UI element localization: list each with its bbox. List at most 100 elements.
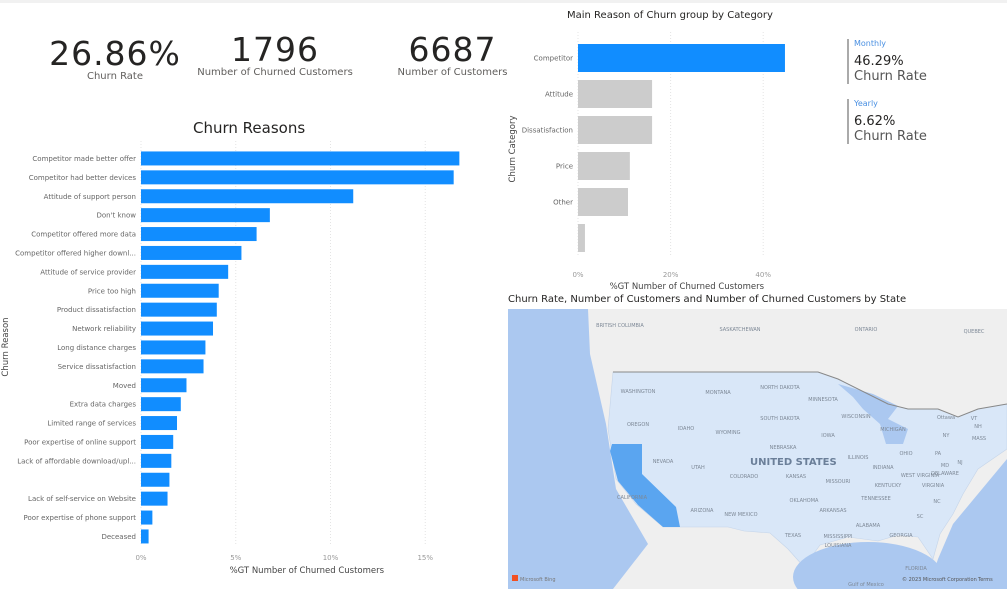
map-label: MISSOURI: [826, 479, 851, 485]
state-california[interactable]: [610, 444, 680, 527]
map-label: NJ: [957, 460, 962, 466]
map-label: ARIZONA: [691, 508, 714, 514]
churn-reasons-chart: 0% 5% 10% 15% Competitor made better offer Co…: [1, 141, 460, 576]
kpi-label: Churn Rate: [86, 71, 144, 82]
map-label: COLORADO: [730, 474, 759, 480]
card-category: Yearly: [854, 99, 878, 108]
map-label: WASHINGTON: [621, 389, 656, 395]
bar[interactable]: [141, 359, 204, 374]
kpi-label: Number of Customers: [397, 67, 508, 78]
category-label: Limited range of services: [47, 420, 136, 428]
category-label: Don't know: [96, 212, 136, 220]
bar[interactable]: [141, 321, 214, 336]
x-tick-label: 0%: [572, 271, 583, 279]
category-label: Lack of affordable download/upl...: [17, 457, 136, 465]
bar[interactable]: [578, 188, 629, 216]
map-label: FLORIDA: [905, 566, 927, 572]
bar[interactable]: [141, 245, 242, 260]
x-tick-label: 40%: [755, 271, 771, 279]
kpi-customers: 6687 Number of Customers: [395, 30, 510, 78]
bar[interactable]: [141, 510, 153, 525]
country-label: UNITED STATES: [750, 457, 837, 468]
map-label: TENNESSEE: [860, 496, 891, 502]
map-label: PA: [935, 451, 942, 457]
card-label: Churn Rate: [854, 129, 927, 144]
x-axis-title: %GT Number of Churned Customers: [230, 566, 385, 576]
card-value: 46.29%: [854, 54, 904, 69]
bar[interactable]: [578, 224, 585, 252]
bar[interactable]: [141, 378, 187, 393]
state-map[interactable]: BRITISH COLUMBIA SASKATCHEWAN ONTARIO QUEBE…: [508, 309, 1007, 589]
map-label: UTAH: [691, 465, 705, 471]
map-label: Ottawa: [937, 415, 955, 421]
bar[interactable]: [578, 116, 653, 144]
category-label: Other: [553, 199, 573, 207]
bar[interactable]: [141, 491, 168, 506]
y-axis-title: Churn Reason: [1, 317, 11, 376]
map-label: NEBRASKA: [770, 445, 797, 451]
x-tick-label: 20%: [663, 271, 679, 279]
map-label: OREGON: [627, 422, 649, 428]
bar[interactable]: [141, 264, 229, 279]
map-label: CALIFORNIA: [617, 495, 648, 501]
gulf-of-mexico: [793, 542, 943, 589]
map-label: MINNESOTA: [808, 397, 838, 403]
bar[interactable]: [141, 416, 178, 431]
bar[interactable]: [141, 208, 270, 223]
kpi-value: 26.86%: [49, 34, 181, 73]
map-copyright: © 2023 Microsoft Corporation: [902, 576, 977, 583]
map-label: VIRGINIA: [922, 483, 945, 489]
bar[interactable]: [578, 152, 630, 180]
category-label: Competitor made better offer: [32, 155, 136, 163]
category-label: Extra data charges: [70, 401, 137, 409]
map-label: GEORGIA: [889, 533, 913, 539]
bar[interactable]: [141, 529, 149, 544]
map-label: SOUTH DAKOTA: [760, 416, 800, 422]
category-label: Dissatisfaction: [522, 127, 573, 135]
map-label: WISCONSIN: [841, 414, 870, 420]
atlantic: [928, 459, 1007, 589]
bar[interactable]: [141, 302, 217, 317]
bar[interactable]: [141, 434, 174, 449]
map-label: MD: [941, 463, 949, 469]
map-label: KANSAS: [786, 474, 806, 480]
category-label: Attitude of service provider: [40, 268, 136, 276]
map-label: ALABAMA: [856, 523, 881, 529]
bar[interactable]: [141, 170, 454, 185]
churn-category-chart: 0% 20% 40% Competitor Attitude Dissatisfactio…: [508, 32, 785, 292]
map-label: DELAWARE: [931, 471, 959, 477]
bar[interactable]: [141, 227, 257, 242]
x-tick-label: 5%: [230, 554, 241, 562]
card-value: 6.62%: [854, 114, 896, 129]
map-label: VT: [971, 416, 978, 422]
map-label: NEW MEXICO: [724, 512, 757, 518]
bar[interactable]: [141, 472, 170, 487]
top-bar: [0, 0, 1007, 3]
border: [613, 371, 1007, 418]
churn-reasons-title: Churn Reasons: [193, 119, 306, 137]
bar[interactable]: [141, 151, 460, 166]
bar[interactable]: [141, 283, 219, 298]
yearly-card: Yearly 6.62% Churn Rate: [847, 99, 927, 144]
kpi-churned-customers: 1796 Number of Churned Customers: [195, 30, 355, 78]
y-axis-title: Churn Category: [508, 116, 518, 183]
category-label: Poor expertise of online support: [24, 438, 136, 446]
map-label: MASS: [972, 436, 986, 442]
kpi-churn-rate: 26.86% Churn Rate: [45, 34, 185, 82]
map-label: IOWA: [821, 433, 835, 439]
bar[interactable]: [578, 80, 653, 108]
map-label: ARKANSAS: [819, 508, 846, 514]
map-label: KENTUCKY: [875, 483, 902, 489]
map-label: OKLAHOMA: [790, 498, 820, 504]
category-label: Network reliability: [72, 325, 136, 333]
bar[interactable]: [578, 44, 785, 72]
kpi-value: 6687: [408, 30, 497, 69]
bar[interactable]: [141, 453, 172, 468]
category-label: Poor expertise of phone support: [24, 514, 137, 522]
bar[interactable]: [141, 397, 181, 412]
kpi-label: Number of Churned Customers: [197, 67, 353, 78]
bar[interactable]: [141, 340, 206, 355]
map-terms-link[interactable]: Terms: [977, 577, 993, 583]
bar[interactable]: [141, 189, 354, 204]
category-label: Service dissatisfaction: [58, 363, 136, 371]
